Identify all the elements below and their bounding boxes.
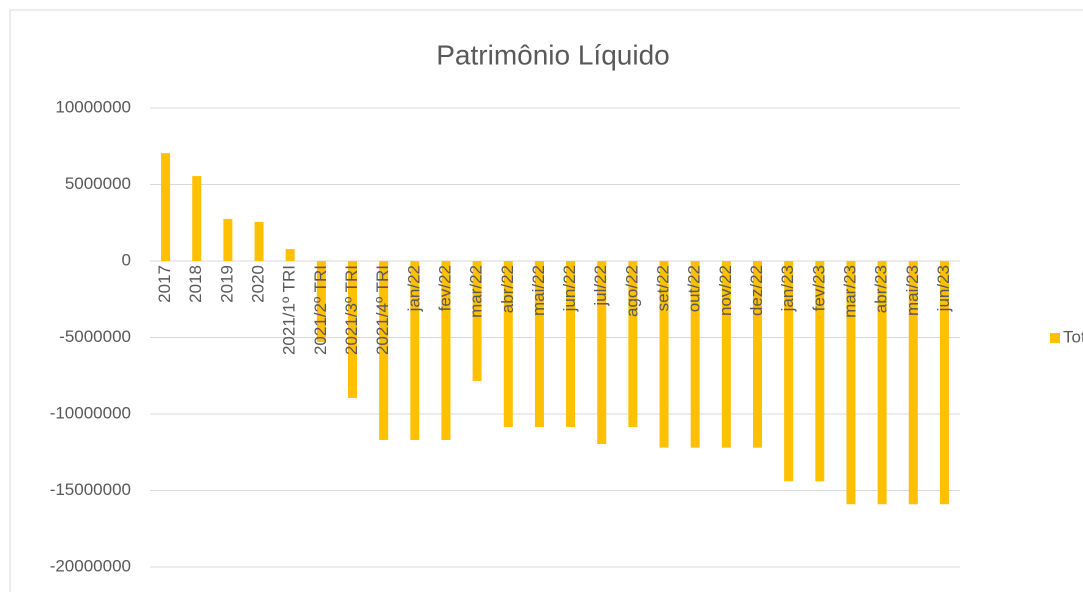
x-tick-label: 2021/2º TRI xyxy=(311,265,330,355)
bar xyxy=(192,176,202,261)
bar xyxy=(410,261,420,441)
bar xyxy=(566,261,576,428)
x-tick-label: 2021/1º TRI xyxy=(280,265,299,355)
bar xyxy=(908,261,918,505)
bar xyxy=(285,249,295,261)
bar xyxy=(348,261,357,398)
x-tick-label: nov/22 xyxy=(716,265,735,316)
bar xyxy=(379,261,389,441)
bar xyxy=(503,261,513,428)
bar xyxy=(877,261,887,505)
x-tick-label: jan/22 xyxy=(404,265,423,312)
x-tick-label: 2018 xyxy=(186,265,205,303)
bar xyxy=(628,261,638,428)
bar xyxy=(784,261,794,482)
x-tick-label: 2017 xyxy=(155,265,174,303)
bar xyxy=(690,261,700,448)
legend-label: Total xyxy=(1063,327,1083,346)
x-tick-label: mai/22 xyxy=(529,265,548,316)
bar xyxy=(254,221,264,261)
bar xyxy=(472,261,482,381)
bar xyxy=(597,261,607,444)
bar xyxy=(815,261,825,482)
x-tick-label: 2021/3º TRI xyxy=(342,265,361,355)
x-tick-label: jan/23 xyxy=(778,265,797,312)
x-tick-label: mai/23 xyxy=(903,265,922,316)
x-tick-label: 2019 xyxy=(217,265,236,303)
x-tick-label: abr/22 xyxy=(498,265,517,313)
bar xyxy=(721,261,731,448)
x-tick-label: abr/23 xyxy=(872,265,891,313)
y-tick-label: -5000000 xyxy=(59,327,131,346)
x-tick-label: mar/22 xyxy=(467,265,486,318)
bar xyxy=(161,153,171,261)
x-tick-label: out/22 xyxy=(685,265,704,312)
y-tick-label: 5000000 xyxy=(65,174,131,193)
chart-title: Patrimônio Líquido xyxy=(436,39,669,70)
y-tick-label: -10000000 xyxy=(50,403,131,422)
bar xyxy=(753,261,762,448)
x-tick-label: jun/23 xyxy=(934,265,953,312)
bar xyxy=(939,261,949,505)
x-tick-label: fev/23 xyxy=(809,265,828,311)
y-tick-label: 10000000 xyxy=(55,97,131,116)
bar xyxy=(223,218,233,261)
x-tick-label: dez/22 xyxy=(747,265,766,316)
legend-swatch xyxy=(1050,333,1060,343)
bar xyxy=(846,261,856,505)
x-tick-label: 2020 xyxy=(249,265,268,303)
x-tick-label: mar/23 xyxy=(840,265,859,318)
bar xyxy=(659,261,669,448)
y-tick-label: -20000000 xyxy=(50,556,131,575)
x-tick-label: 2021/4º TRI xyxy=(373,265,392,355)
x-tick-label: jul/22 xyxy=(591,265,610,307)
bar xyxy=(316,261,326,343)
bar xyxy=(534,261,544,428)
x-tick-label: fev/22 xyxy=(435,265,454,311)
y-tick-label: 0 xyxy=(122,250,131,269)
x-tick-label: ago/22 xyxy=(622,265,641,317)
bar xyxy=(441,261,451,441)
x-tick-label: set/22 xyxy=(654,265,673,311)
y-tick-label: -15000000 xyxy=(50,480,131,499)
x-tick-label: jun/22 xyxy=(560,265,579,312)
